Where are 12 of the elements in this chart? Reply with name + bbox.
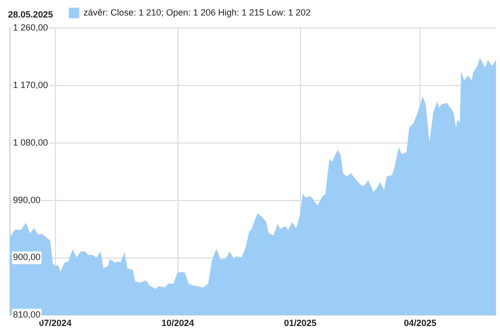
x-tick-label: 10/2024 — [161, 318, 194, 328]
x-tick-label: 04/2025 — [404, 318, 436, 328]
y-tick-label: 810,00 — [13, 310, 41, 320]
y-tick-label: 1 260,00 — [13, 22, 48, 32]
x-tick-label: 07/2024 — [39, 318, 72, 328]
y-tick-label: 900,00 — [13, 252, 41, 262]
y-tick-label: 1 170,00 — [13, 80, 48, 90]
legend-label: závěr: Close: 1 210; Open: 1 206 High: 1 215 Low: 1 202 — [84, 7, 311, 18]
y-tick-label: 1 080,00 — [13, 137, 48, 148]
x-tick-label: 01/2025 — [284, 318, 317, 328]
y-tick-label: 990,00 — [13, 194, 41, 205]
text: 28.05.2025 — [8, 9, 54, 20]
